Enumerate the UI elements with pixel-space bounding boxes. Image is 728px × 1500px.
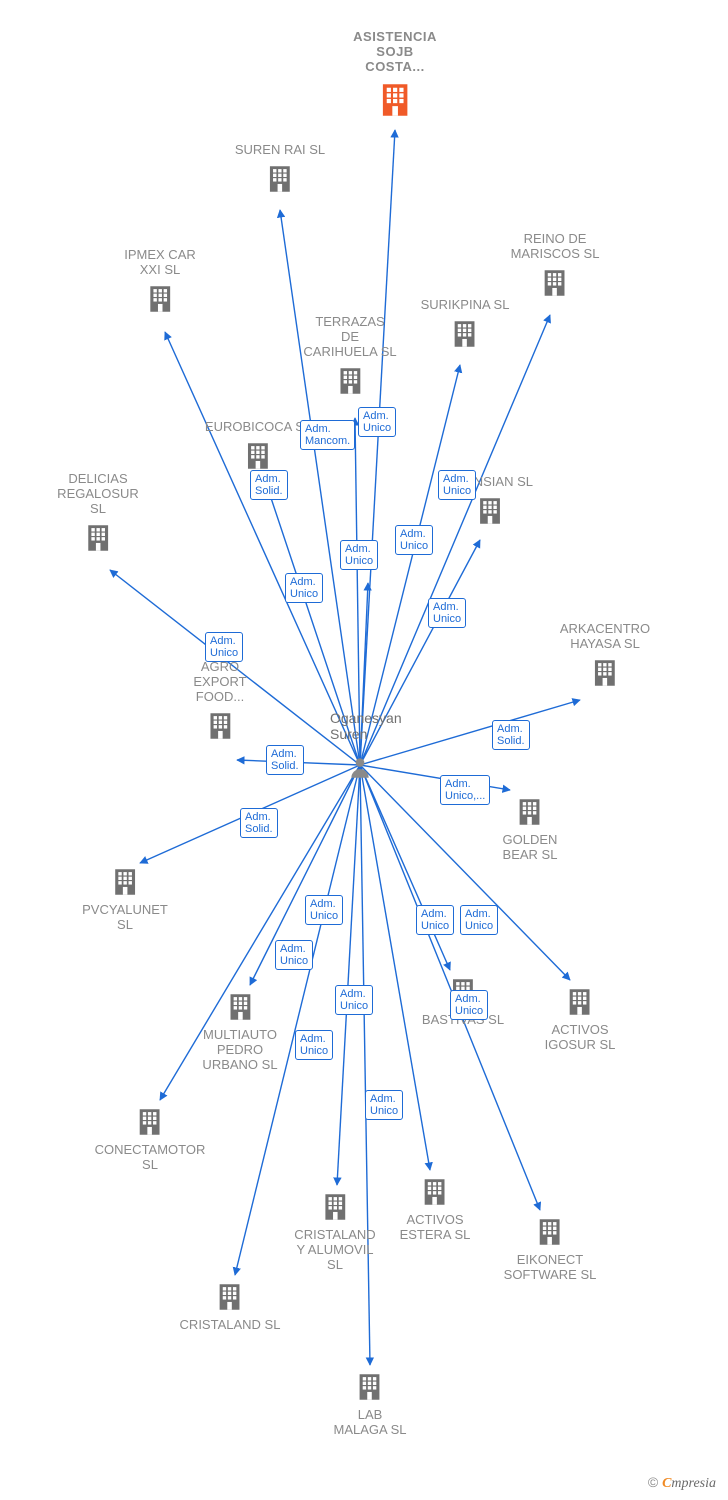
building-icon <box>108 865 142 899</box>
edge-label: Adm. Mancom. <box>300 420 355 450</box>
building-icon <box>473 494 507 528</box>
building-icon <box>263 162 297 196</box>
building-icon <box>203 709 237 743</box>
building-icon <box>133 1105 167 1139</box>
building-icon <box>513 795 547 829</box>
company-node[interactable]: TERRAZAS DE CARIHUELA SL <box>303 315 396 398</box>
company-label: TERRAZAS DE CARIHUELA SL <box>303 315 396 360</box>
company-node[interactable]: AGRO EXPORT FOOD... <box>193 660 246 743</box>
building-icon <box>318 1190 352 1224</box>
edge-label: Adm. Unico <box>275 940 313 970</box>
edge-label: Adm. Unico <box>295 1030 333 1060</box>
company-label: DELICIAS REGALOSUR SL <box>57 472 139 517</box>
edge-line <box>280 210 360 765</box>
company-label: CRISTALAND Y ALUMOVIL SL <box>294 1228 375 1273</box>
building-icon <box>374 79 416 121</box>
building-icon <box>448 317 482 351</box>
building-icon <box>418 1175 452 1209</box>
person-icon <box>347 755 373 781</box>
company-label: SUREN RAI SL <box>235 143 325 158</box>
edge-label: Adm. Unico <box>340 540 378 570</box>
company-node[interactable]: REINO DE MARISCOS SL <box>511 232 600 300</box>
building-icon <box>333 364 367 398</box>
edge-label: Adm. Unico <box>358 407 396 437</box>
company-label: REINO DE MARISCOS SL <box>511 232 600 262</box>
building-icon <box>588 656 622 690</box>
edge-label: Adm. Unico <box>438 470 476 500</box>
company-label: CRISTALAND SL <box>180 1318 281 1333</box>
edge-label: Adm. Unico <box>416 905 454 935</box>
edge-label: Adm. Solid. <box>492 720 530 750</box>
company-node[interactable]: LAB MALAGA SL <box>334 1370 407 1438</box>
edge-label: Adm. Unico <box>285 573 323 603</box>
company-node[interactable]: SUREN RAI SL <box>235 143 325 196</box>
company-label: LAB MALAGA SL <box>334 1408 407 1438</box>
company-node[interactable]: EIKONECT SOFTWARE SL <box>504 1215 597 1283</box>
company-node[interactable]: GOLDEN BEAR SL <box>503 795 558 863</box>
company-label: MULTIAUTO PEDRO URBANO SL <box>202 1028 277 1073</box>
company-label: ASISTENCIA SOJB COSTA... <box>353 30 437 75</box>
edge-label: Adm. Solid. <box>250 470 288 500</box>
company-node[interactable]: ACTIVOS IGOSUR SL <box>545 985 616 1053</box>
building-icon <box>223 990 257 1024</box>
company-label: ACTIVOS IGOSUR SL <box>545 1023 616 1053</box>
building-icon <box>563 985 597 1019</box>
edge-line <box>360 765 370 1365</box>
edge-line <box>360 130 395 765</box>
building-icon <box>81 521 115 555</box>
edge-label: Adm. Unico <box>395 525 433 555</box>
company-node[interactable]: CRISTALAND SL <box>180 1280 281 1333</box>
building-icon <box>143 282 177 316</box>
edges-layer <box>0 0 728 1500</box>
company-node[interactable]: SURIKPINA SL <box>421 298 510 351</box>
edge-line <box>337 765 360 1185</box>
company-label: IPMEX CAR XXI SL <box>124 248 196 278</box>
edge-label: Adm. Unico,... <box>440 775 490 805</box>
company-label: ARKACENTRO HAYASA SL <box>560 622 650 652</box>
building-icon <box>213 1280 247 1314</box>
edge-label: Adm. Unico <box>460 905 498 935</box>
company-label: PVCYALUNET SL <box>82 903 168 933</box>
company-label: EUROBICOCA SL <box>205 420 311 435</box>
company-node[interactable]: ARKACENTRO HAYASA SL <box>560 622 650 690</box>
footer-copyright: © Cmpresia <box>648 1474 716 1492</box>
edge-label: Adm. Unico <box>335 985 373 1015</box>
building-icon <box>241 439 275 473</box>
company-label: SURIKPINA SL <box>421 298 510 313</box>
center-person-node[interactable] <box>347 755 373 781</box>
center-person-label: Oganesyan Suren <box>330 710 402 742</box>
company-node[interactable]: PVCYALUNET SL <box>82 865 168 933</box>
edge-label: Adm. Unico <box>365 1090 403 1120</box>
company-label: GOLDEN BEAR SL <box>503 833 558 863</box>
company-node[interactable]: MULTIAUTO PEDRO URBANO SL <box>202 990 277 1073</box>
company-node[interactable]: CRISTALAND Y ALUMOVIL SL <box>294 1190 375 1273</box>
building-icon <box>533 1215 567 1249</box>
company-node[interactable]: DELICIAS REGALOSUR SL <box>57 472 139 555</box>
company-node[interactable]: CONECTAMOTOR SL <box>95 1105 206 1173</box>
company-label: EIKONECT SOFTWARE SL <box>504 1253 597 1283</box>
company-label: AGRO EXPORT FOOD... <box>193 660 246 705</box>
company-label: CONECTAMOTOR SL <box>95 1143 206 1173</box>
company-node[interactable]: ACTIVOS ESTERA SL <box>400 1175 471 1243</box>
edge-label: Adm. Solid. <box>240 808 278 838</box>
edge-label: Adm. Unico <box>450 990 488 1020</box>
edge-label: Adm. Unico <box>205 632 243 662</box>
building-icon <box>353 1370 387 1404</box>
building-icon <box>538 266 572 300</box>
company-node[interactable]: EUROBICOCA SL <box>205 420 311 473</box>
edge-label: Adm. Solid. <box>266 745 304 775</box>
edge-label: Adm. Unico <box>305 895 343 925</box>
company-label: ACTIVOS ESTERA SL <box>400 1213 471 1243</box>
company-node[interactable]: IPMEX CAR XXI SL <box>124 248 196 316</box>
edge-label: Adm. Unico <box>428 598 466 628</box>
company-node[interactable]: ASISTENCIA SOJB COSTA... <box>353 30 437 121</box>
edge-line <box>360 765 450 970</box>
